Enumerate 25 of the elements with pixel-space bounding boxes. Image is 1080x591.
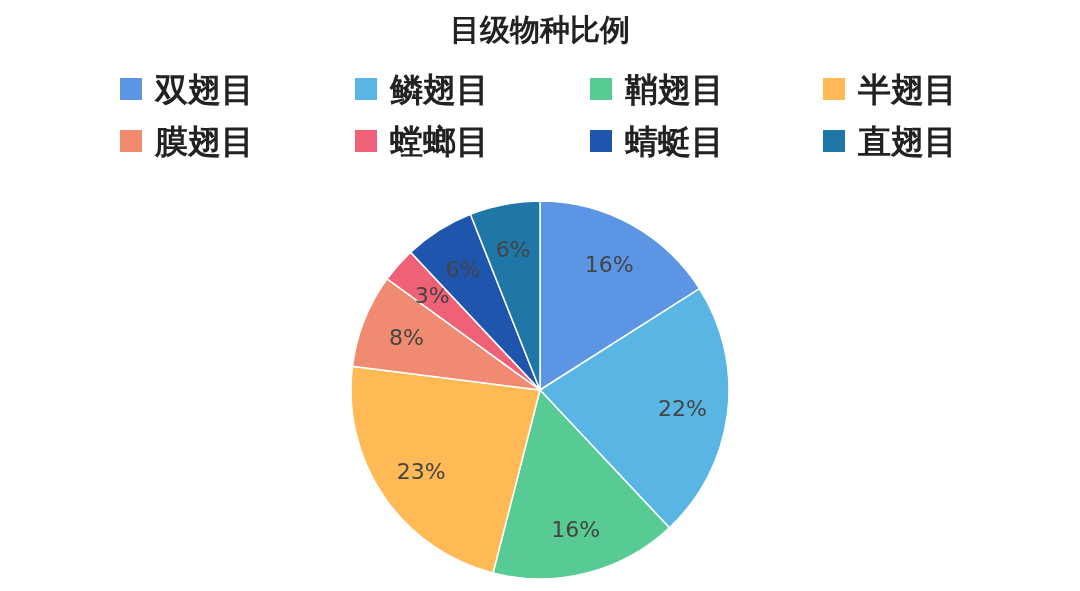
data-label: 16% (584, 252, 634, 278)
legend-label: 膜翅目 (154, 122, 254, 161)
data-label: 16% (551, 517, 601, 543)
legend-item: 蜻蜓目 (590, 122, 724, 161)
data-label: 8% (388, 325, 424, 351)
legend-label: 蜻蜓目 (624, 122, 724, 161)
data-label: 6% (495, 236, 531, 262)
legend-item: 鳞翅目 (355, 70, 489, 109)
data-label: 6% (445, 256, 481, 282)
legend-label: 半翅目 (857, 70, 957, 109)
legend-label: 鞘翅目 (624, 70, 724, 109)
legend-label: 双翅目 (154, 70, 254, 109)
data-label: 23% (396, 458, 446, 484)
legend-label: 直翅目 (857, 122, 957, 161)
legend-item: 直翅目 (823, 122, 957, 161)
legend-label: 鳞翅目 (389, 70, 489, 109)
legend-item: 半翅目 (823, 70, 957, 109)
legend-item: 螳螂目 (355, 122, 489, 161)
legend-item: 膜翅目 (120, 122, 254, 161)
data-label: 22% (658, 396, 707, 421)
chart-title: 目级物种比例 (450, 12, 630, 47)
legend-item: 双翅目 (120, 70, 254, 109)
data-label: 3% (414, 283, 450, 309)
legend-label: 螳螂目 (389, 122, 489, 161)
legend-item: 鞘翅目 (590, 70, 724, 109)
